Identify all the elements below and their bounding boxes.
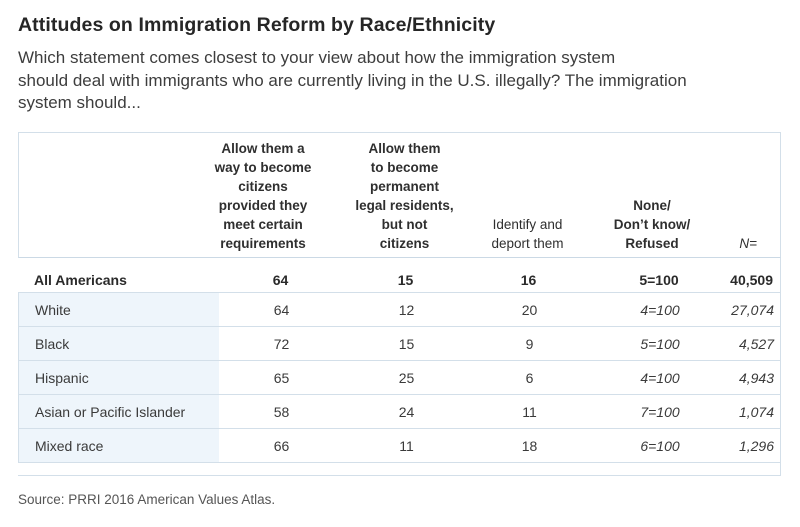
header-line: provided they <box>218 198 308 213</box>
cell-residency: 11 <box>399 437 414 454</box>
row-divider <box>18 292 781 293</box>
row-label: Hispanic <box>35 369 89 386</box>
cell-deport: 6 <box>525 369 534 386</box>
cell-n: 4,943 <box>738 369 774 386</box>
cell-residency: 15 <box>397 272 414 288</box>
column-header-n: N= <box>700 234 757 253</box>
header-line: Allow them <box>368 141 441 156</box>
cell-none: 4=100 <box>640 369 680 386</box>
table-bottom-rule <box>18 475 781 476</box>
label-cell-bg <box>19 395 219 428</box>
table-row: Asian or Pacific Islander 58 24 11 7=100… <box>18 395 781 429</box>
header-line: meet certain <box>223 217 303 232</box>
cell-citizenship: 65 <box>273 369 290 386</box>
header-line: citizens <box>379 236 430 251</box>
row-label: Mixed race <box>35 437 104 454</box>
table-row: White 64 12 20 4=100 27,074 <box>18 293 781 327</box>
cell-none: 7=100 <box>640 403 680 420</box>
header-line: Identify and <box>492 217 563 232</box>
cell-citizenship: 66 <box>273 437 290 454</box>
column-header-deport: Identify and deport them <box>470 215 585 253</box>
label-cell-bg <box>19 429 219 462</box>
table-row: Mixed race 66 11 18 6=100 1,296 <box>18 429 781 463</box>
cell-none: 6=100 <box>640 437 680 454</box>
cell-deport: 9 <box>525 335 534 352</box>
cell-residency: 15 <box>398 335 415 352</box>
row-label: Asian or Pacific Islander <box>35 403 186 420</box>
column-header-citizenship: Allow them a way to become citizens prov… <box>203 139 323 253</box>
cell-deport: 18 <box>521 437 538 454</box>
header-line: N= <box>739 236 757 251</box>
label-cell-bg <box>19 327 219 360</box>
label-cell-bg <box>19 361 219 394</box>
column-header-residency: Allow them to become permanent legal res… <box>342 139 467 253</box>
header-line: Allow them a <box>221 141 305 156</box>
source-note: Source: PRRI 2016 American Values Atlas. <box>18 492 276 507</box>
cell-citizenship: 64 <box>272 272 289 288</box>
cell-none: 5=100 <box>640 335 680 352</box>
row-label: White <box>35 301 71 318</box>
column-header-none: None/ Don’t know/ Refused <box>596 196 708 253</box>
cell-residency: 24 <box>398 403 415 420</box>
table-header-frame <box>18 132 781 258</box>
table-row: Hispanic 65 25 6 4=100 4,943 <box>18 361 781 395</box>
cell-n: 1,074 <box>738 403 774 420</box>
cell-n: 1,296 <box>738 437 774 454</box>
label-cell-bg <box>19 293 219 326</box>
cell-none: 4=100 <box>640 301 680 318</box>
header-line: Refused <box>625 236 679 251</box>
cell-n: 4,527 <box>738 335 774 352</box>
question-line: system should... <box>18 93 141 112</box>
header-line: Don’t know/ <box>613 217 691 232</box>
cell-citizenship: 64 <box>273 301 290 318</box>
cell-deport: 16 <box>520 272 537 288</box>
row-label: Black <box>35 335 70 352</box>
header-line: deport them <box>491 236 564 251</box>
header-line: to become <box>370 160 439 175</box>
cell-n: 40,509 <box>730 272 773 288</box>
header-line: citizens <box>238 179 288 194</box>
question-line: Which statement comes closest to your vi… <box>18 48 616 67</box>
row-label: All Americans <box>34 272 127 288</box>
cell-residency: 25 <box>398 369 415 386</box>
cell-citizenship: 72 <box>273 335 290 352</box>
header-line: but not <box>381 217 428 232</box>
table-right-border <box>780 258 781 476</box>
header-line: None/ <box>633 198 671 213</box>
table-row: Black 72 15 9 5=100 4,527 <box>18 327 781 361</box>
cell-deport: 20 <box>521 301 538 318</box>
cell-residency: 12 <box>398 301 415 318</box>
header-line: way to become <box>214 160 312 175</box>
table-row-total: All Americans 64 15 16 5=100 40,509 <box>18 263 781 297</box>
table-title: Attitudes on Immigration Reform by Race/… <box>18 14 496 36</box>
cell-citizenship: 58 <box>273 403 290 420</box>
question-line: should deal with immigrants who are curr… <box>18 70 687 90</box>
cell-deport: 11 <box>522 403 537 420</box>
cell-n: 27,074 <box>731 301 774 318</box>
cell-none: 5=100 <box>639 272 679 288</box>
header-line: requirements <box>220 236 306 251</box>
header-line: legal residents, <box>355 198 454 213</box>
question-text: Which statement comes closest to your vi… <box>18 47 788 115</box>
header-line: permanent <box>369 179 440 194</box>
